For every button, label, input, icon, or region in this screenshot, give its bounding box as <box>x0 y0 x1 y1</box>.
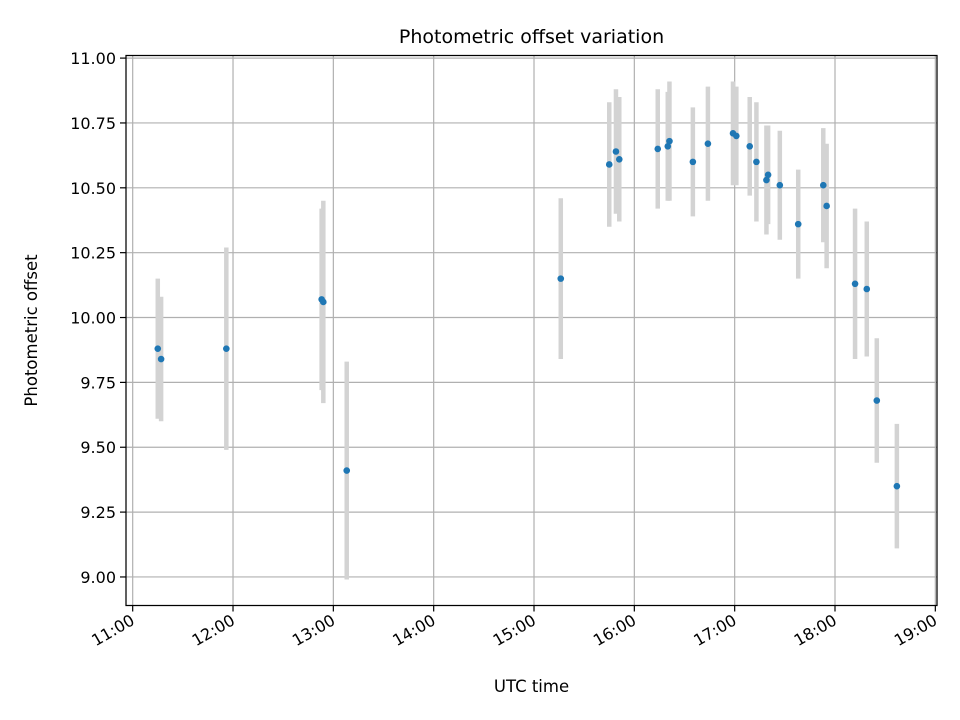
y-axis-ticks: 9.00 9.25 9.50 9.75 10.00 10.25 10.50 10.75 11.0… <box>70 49 126 587</box>
data-point <box>654 145 662 153</box>
y-tick-label: 11.00 <box>70 49 116 68</box>
data-points <box>154 130 901 490</box>
data-point <box>893 482 901 490</box>
data-point <box>154 345 162 352</box>
grid-lines <box>126 55 937 606</box>
data-point <box>764 171 772 179</box>
data-point <box>873 397 881 404</box>
plot-frame <box>125 54 938 607</box>
y-tick-label: 9.75 <box>80 373 116 392</box>
chart-title: Photometric offset variation <box>399 26 664 48</box>
y-axis-label: Photometric offset <box>22 254 41 407</box>
data-point <box>157 355 165 363</box>
y-tick-label: 10.25 <box>70 244 116 263</box>
data-point <box>776 181 784 189</box>
data-point <box>557 275 565 282</box>
data-point <box>664 143 672 150</box>
data-point <box>794 220 802 228</box>
data-point <box>320 298 327 306</box>
data-point <box>343 467 351 474</box>
data-point <box>763 176 770 184</box>
y-tick-label: 10.50 <box>70 179 116 198</box>
data-point <box>689 158 697 166</box>
data-point <box>851 280 859 288</box>
y-tick-label: 9.25 <box>80 503 116 522</box>
data-point <box>615 155 623 163</box>
data-point <box>863 285 871 293</box>
data-point <box>223 345 230 352</box>
y-tick-label: 10.00 <box>70 309 116 328</box>
data-point <box>746 143 754 150</box>
data-point <box>823 202 830 210</box>
data-point <box>753 158 760 166</box>
data-point <box>605 161 613 168</box>
data-point <box>733 132 740 140</box>
y-tick-label: 9.00 <box>80 568 116 587</box>
data-point <box>612 148 620 155</box>
plot-area <box>126 55 937 606</box>
y-tick-label: 9.50 <box>80 438 116 457</box>
data-point <box>704 140 712 148</box>
data-point <box>819 181 827 189</box>
x-axis-label: UTC time <box>494 677 569 696</box>
data-point <box>666 137 673 145</box>
y-tick-label: 10.75 <box>70 114 116 133</box>
